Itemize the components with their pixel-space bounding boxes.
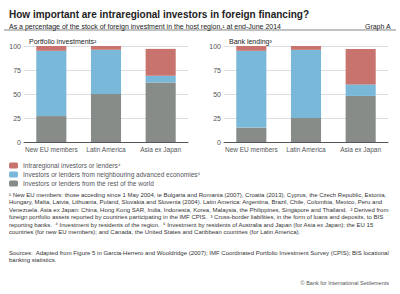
- svg-text:0: 0: [17, 139, 21, 146]
- svg-text:¹ New EU members: those accedi: ¹ New EU members: those acceding since 1…: [9, 192, 388, 198]
- svg-text:Venezuela. Asia ex Japan: Chin: Venezuela. Asia ex Japan: China, Hong Ko…: [9, 207, 390, 213]
- svg-text:0: 0: [217, 139, 221, 146]
- svg-text:countries (for new EU members): countries (for new EU members); and Cana…: [9, 229, 300, 235]
- svg-text:Investors or lenders from neig: Investors or lenders from neighbouring a…: [23, 171, 201, 179]
- svg-text:Investors or lenders from the: Investors or lenders from the rest of th…: [23, 180, 154, 187]
- svg-text:Graph A: Graph A: [365, 23, 391, 31]
- svg-text:50: 50: [13, 91, 21, 98]
- svg-text:25: 25: [13, 115, 21, 122]
- svg-text:reporting banks. ⁴ Investment: reporting banks. ⁴ Investment by residen…: [9, 222, 375, 228]
- svg-text:Bank lending³: Bank lending³: [229, 38, 272, 46]
- svg-text:Portfolio investments²: Portfolio investments²: [29, 38, 97, 45]
- svg-text:100: 100: [209, 43, 221, 50]
- svg-text:New EU members: New EU members: [225, 146, 278, 153]
- svg-text:banking statistics.: banking statistics.: [9, 257, 57, 263]
- svg-text:© Bank for International Settl: © Bank for International Settlements: [301, 280, 390, 286]
- svg-text:New EU members: New EU members: [25, 146, 78, 153]
- svg-text:Asia ex Japan: Asia ex Japan: [340, 146, 381, 154]
- svg-text:How important are intraregiona: How important are intraregional investor…: [9, 9, 309, 20]
- svg-text:50: 50: [213, 91, 221, 98]
- svg-text:Latin America: Latin America: [286, 146, 326, 153]
- svg-text:foreign portfolio assets repor: foreign portfolio assets reported by cou…: [9, 214, 385, 220]
- svg-text:Latin America: Latin America: [86, 146, 126, 153]
- svg-text:75: 75: [213, 67, 221, 74]
- svg-text:75: 75: [13, 67, 21, 74]
- svg-text:Intraregional investors or len: Intraregional investors or lenders⁴: [23, 162, 121, 170]
- svg-text:100: 100: [9, 43, 21, 50]
- svg-text:25: 25: [213, 115, 221, 122]
- svg-text:Asia ex Japan: Asia ex Japan: [140, 146, 181, 154]
- svg-text:Sources: Adapted from Figure: Sources: Adapted from Figure 5 in Garcia…: [9, 250, 390, 256]
- svg-text:Hungary, Malta, Latvia, Lithua: Hungary, Malta, Latvia, Lithuania, Polan…: [9, 199, 384, 205]
- svg-text:As a percentage of the stock o: As a percentage of the stock of foreign …: [9, 23, 281, 31]
